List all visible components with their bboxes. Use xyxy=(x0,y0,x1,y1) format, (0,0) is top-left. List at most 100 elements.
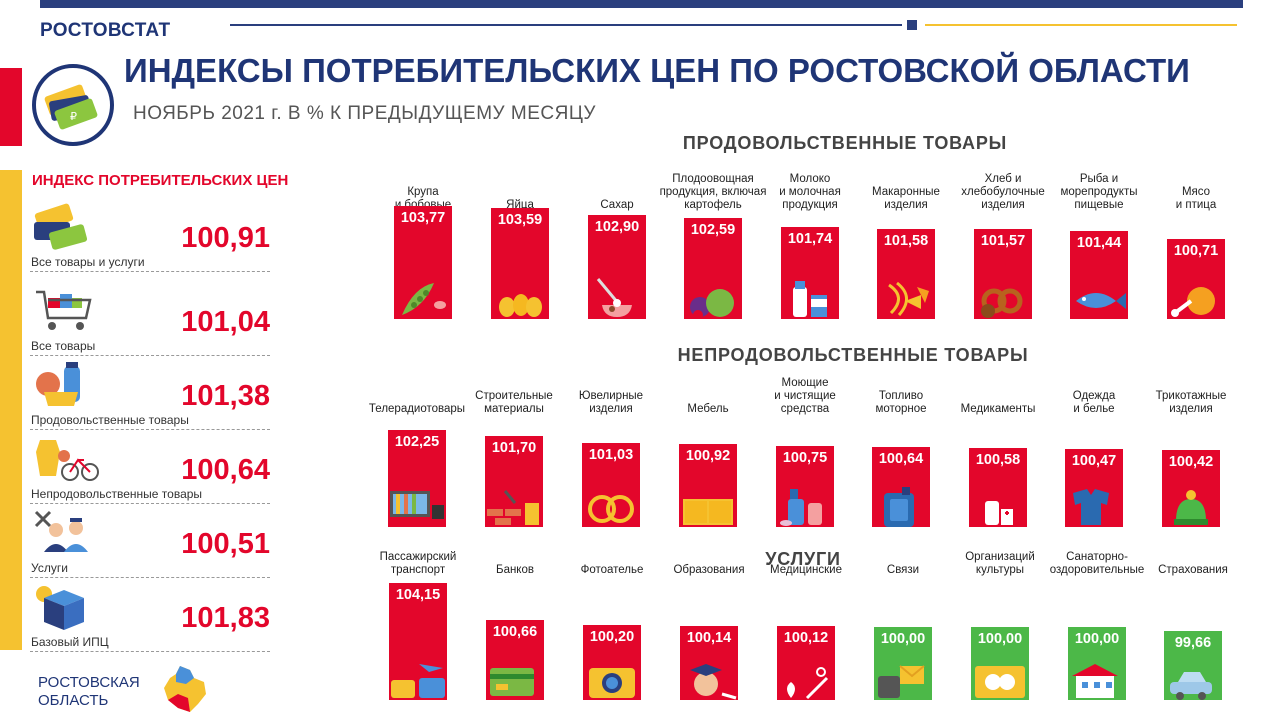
car-insurance-icon xyxy=(1170,671,1212,700)
vegetables-icon xyxy=(690,288,734,319)
bar: 100,14 xyxy=(680,625,738,700)
bar-value-label: 100,14 xyxy=(686,629,732,646)
bar-value-label: 100,66 xyxy=(492,624,538,641)
category-label-line: транспорт xyxy=(390,564,446,576)
category-label-line: морепродукты xyxy=(1060,186,1138,198)
category-label: Плодоовощная продукция, включая картофель xyxy=(657,173,769,212)
sidebar-item-label: Непродовольственные товары xyxy=(31,487,203,501)
category-label: Макаронные изделия xyxy=(850,186,962,212)
bar: 101,70 xyxy=(485,435,543,527)
region-name: РОСТОВСКАЯ ОБЛАСТЬ xyxy=(38,674,140,710)
bar-value-label: 100,64 xyxy=(878,451,924,468)
category-label: Хлеб и хлебобулочные изделия xyxy=(947,173,1059,212)
category-label-line: Ювелирные xyxy=(578,390,644,402)
category-label-line: продукция xyxy=(782,199,838,211)
eggs-icon xyxy=(499,293,542,317)
svg-text:₽: ₽ xyxy=(70,110,77,123)
region-name-line: ОБЛАСТЬ xyxy=(38,692,109,709)
category-label-line: изделия xyxy=(884,199,928,211)
title-accent-tab xyxy=(0,68,22,146)
bar: 99,66 xyxy=(1164,630,1222,700)
category-label: Медицинские xyxy=(750,564,862,577)
bar-value-label: 103,59 xyxy=(497,211,543,228)
sidebar-item-value: 100,51 xyxy=(181,528,270,560)
category-label: Рыба и морепродукты пищевые xyxy=(1043,173,1155,212)
category-label-line: Топливо xyxy=(878,390,924,402)
bar: 101,74 xyxy=(781,227,839,319)
sidebar-item-value: 101,83 xyxy=(181,602,270,634)
bricks-icon xyxy=(487,490,539,525)
bar-value-label: 100,71 xyxy=(1173,242,1219,259)
clothes-icon xyxy=(1073,488,1109,525)
fuel-canister-icon xyxy=(884,486,914,527)
category-label-line: Телерадиотовары xyxy=(368,403,466,415)
bar-value-label: 100,92 xyxy=(685,448,731,465)
category-label: Организаций культуры xyxy=(944,551,1056,577)
category-label-line: изделия xyxy=(589,403,633,415)
category-label-line: и птица xyxy=(1175,199,1217,211)
category-label-line: оздоровительные xyxy=(1049,564,1145,576)
bar-value-label: 101,57 xyxy=(980,233,1026,250)
category-label-line: Крупа xyxy=(407,186,439,198)
bar: 100,00 xyxy=(1068,627,1126,700)
bar-value-label: 100,20 xyxy=(589,629,635,646)
category-label: Телерадиотовары xyxy=(361,403,473,416)
sidebar-item: Базовый ИПЦ 101,83 xyxy=(30,580,270,652)
bar-value-label: 102,59 xyxy=(690,222,736,239)
category-label: Сахар xyxy=(561,199,673,212)
category-label-line: изделия xyxy=(981,199,1025,211)
category-label-line: Макаронные xyxy=(872,186,940,198)
category-label-line: Пассажирский xyxy=(379,551,457,563)
category-label-line: и белье xyxy=(1073,403,1115,415)
category-label: Строительные материалы xyxy=(458,390,570,416)
bar-value-label: 100,00 xyxy=(977,631,1023,648)
bar: 100,58 xyxy=(969,447,1027,527)
header-rule xyxy=(230,24,902,26)
category-label-line: пищевые xyxy=(1074,199,1124,211)
pretzel-icon xyxy=(981,288,1023,318)
bar: 104,15 xyxy=(389,582,447,700)
sidebar-item-value: 101,04 xyxy=(181,306,270,338)
bicycle-clothes-icon xyxy=(30,432,100,488)
medical-icon xyxy=(787,666,829,700)
category-label: Связи xyxy=(847,564,959,577)
bar: 100,66 xyxy=(486,620,544,700)
category-label: Трикотажные изделия xyxy=(1135,390,1247,416)
bar-value-label: 100,75 xyxy=(782,450,828,467)
bar-value-label: 99,66 xyxy=(1174,634,1212,651)
region-name-line: РОСТОВСКАЯ xyxy=(38,674,140,691)
category-label: Банков xyxy=(459,564,571,577)
header-rule-marker xyxy=(907,20,917,30)
bar-value-label: 102,90 xyxy=(594,219,640,235)
bar-value-label: 101,03 xyxy=(588,447,634,464)
section-title-services: УСЛУГИ xyxy=(765,549,841,569)
sidebar-item-label: Базовый ИПЦ xyxy=(31,635,109,649)
bar-value-label: 101,58 xyxy=(883,233,929,250)
bar-value-label: 100,00 xyxy=(1074,631,1120,648)
category-label-line: Связи xyxy=(886,564,920,576)
category-label: Моющие и чистящие средства xyxy=(749,377,861,416)
sidebar-item: Продовольственные товары 101,38 xyxy=(30,358,270,430)
category-label: Фотоателье xyxy=(556,564,668,577)
bank-card-icon xyxy=(490,667,534,696)
bar: 102,25 xyxy=(388,430,446,527)
bar-value-label: 104,15 xyxy=(395,586,441,603)
category-label: Мясо и птица xyxy=(1140,186,1252,212)
category-label-line: Строительные xyxy=(475,390,553,402)
category-label-line: Мясо xyxy=(1181,186,1211,198)
category-label-line: материалы xyxy=(484,403,544,415)
sidebar-item-label: Все товары и услуги xyxy=(31,255,145,269)
graduate-icon xyxy=(690,663,737,700)
sugar-spoon-icon xyxy=(596,278,632,317)
category-label: Мебель xyxy=(652,403,764,416)
bar-value-label: 100,12 xyxy=(783,629,829,646)
phone-icon xyxy=(878,665,925,698)
bar: 100,47 xyxy=(1065,449,1123,527)
sidebar-item-value: 100,91 xyxy=(181,222,270,254)
bar-value-label: 100,47 xyxy=(1071,453,1117,470)
category-label-line: Плодоовощная xyxy=(672,173,754,185)
bar: 100,12 xyxy=(777,625,835,700)
bar: 100,75 xyxy=(776,446,834,527)
section-title-food: ПРОДОВОЛЬСТВЕННЫЕ ТОВАРЫ xyxy=(682,133,1008,153)
sanatorium-icon xyxy=(1072,663,1118,698)
